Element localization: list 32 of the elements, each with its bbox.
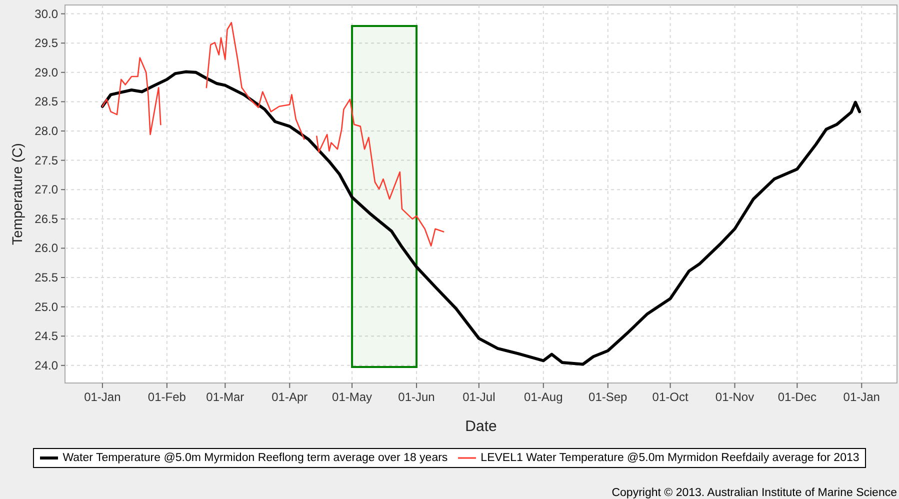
y-tick-label: 29.5: [34, 36, 58, 50]
y-tick-label: 24.0: [34, 358, 58, 372]
x-axis-title: Date: [465, 418, 497, 435]
y-tick-label: 27.5: [34, 153, 58, 168]
y-tick-label: 28.0: [34, 124, 58, 138]
x-tick-label: 01-May: [332, 390, 372, 404]
x-tick-label: 01-Apr: [272, 390, 308, 404]
x-tick-label: 01-Jun: [398, 390, 435, 404]
y-tick-label: 25.0: [34, 300, 58, 314]
x-tick-label: 01-Oct: [652, 390, 689, 404]
y-tick-label: 29.0: [34, 65, 58, 80]
y-tick-label: 26.5: [34, 212, 58, 226]
x-tick-label: 01-Jan: [84, 390, 121, 404]
line-series: [100, 70, 862, 366]
y-tick-label: 25.5: [34, 270, 58, 285]
y-tick-label: 30.0: [34, 6, 58, 21]
y-axis-title: Temperature (C): [9, 143, 25, 245]
x-tick-label: 01-Jul: [462, 390, 496, 404]
y-tick-label: 24.5: [34, 329, 58, 344]
x-tick-label: 01-Mar: [206, 390, 244, 404]
x-tick-label: 01-Aug: [524, 390, 563, 404]
y-tick-label: 26.0: [34, 241, 58, 256]
legend-label: LEVEL1 Water Temperature @5.0m Myrmidon Reefdaily average for 2013: [480, 452, 860, 464]
legend-label: Water Temperature @5.0m Myrmidon Reeflong term average over 18 years: [62, 452, 448, 464]
x-tick-label: 01-Nov: [715, 390, 754, 404]
x-tick-label: 01-Jan: [843, 390, 880, 404]
y-tick-label: 28.5: [34, 94, 58, 109]
x-tick-label: 01-Dec: [778, 390, 817, 404]
text: Copyright © 2013. Australian Institute of Marine Science: [612, 487, 897, 499]
x-tick-label: 01-Feb: [148, 390, 186, 404]
y-tick-label: 27.0: [34, 182, 58, 197]
x-tick-label: 01-Sep: [588, 390, 628, 404]
